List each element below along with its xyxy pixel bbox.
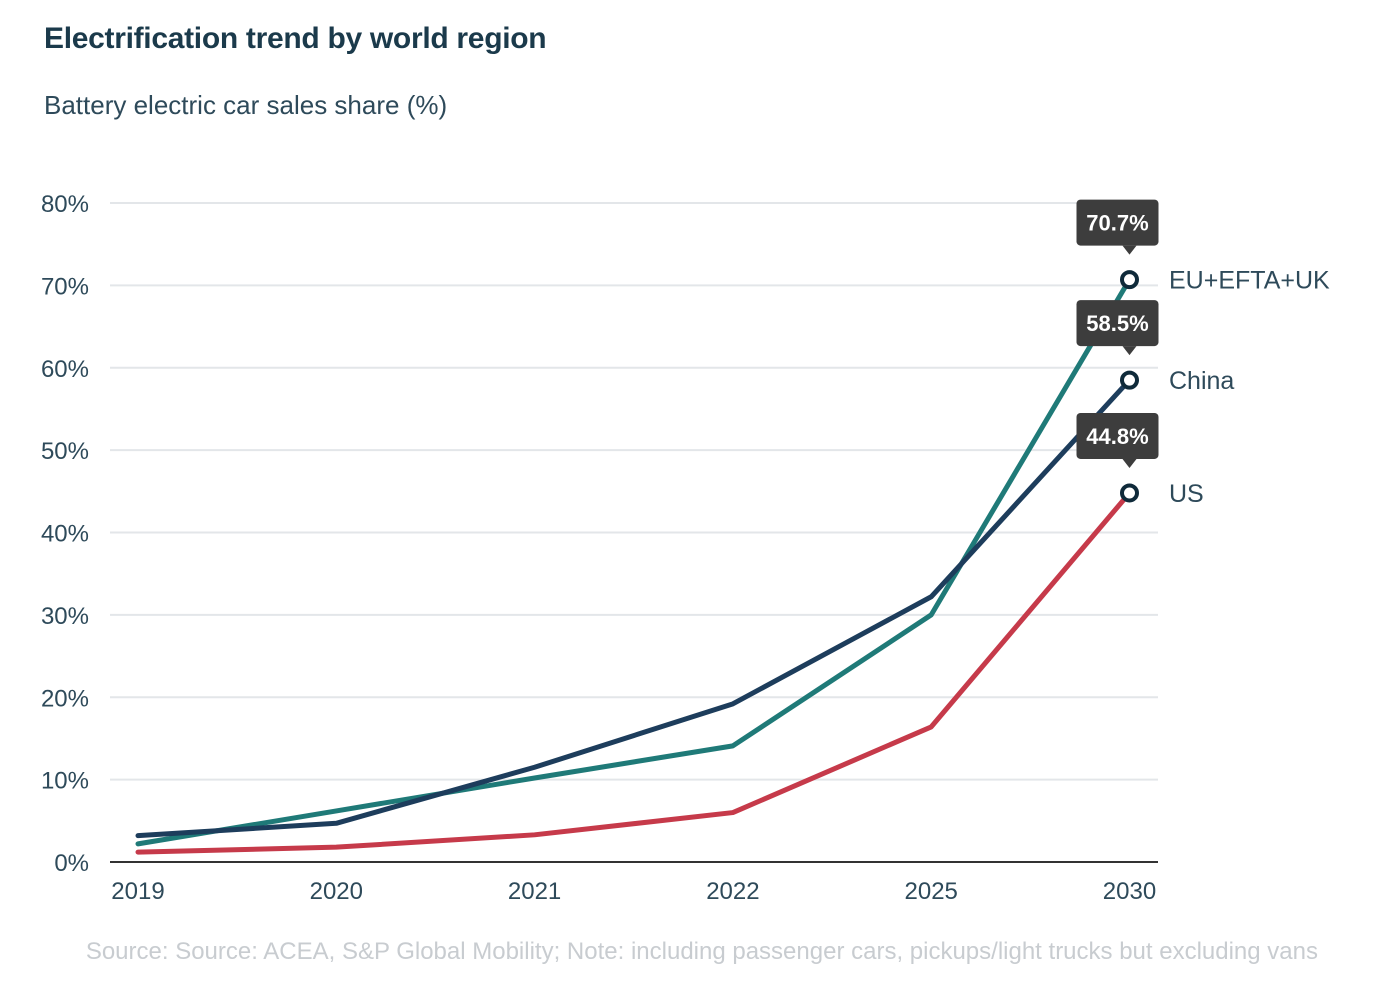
y-tick-label: 50% [41,438,89,465]
x-tick-label: 2025 [905,878,958,905]
value-callout-us [1076,412,1159,459]
x-tick-label: 2020 [310,878,363,905]
y-tick-label: 10% [41,768,89,795]
value-label-china: 58.5% [1086,311,1148,336]
end-markers: 44.8% US 70.7% EU+EFTA+UK 58.5% China [1076,199,1330,508]
series-line-eu-efta-uk [135,277,1132,847]
callout-pointer [1122,346,1137,356]
source-note: Source: Source: ACEA, S&P Global Mobilit… [85,938,1318,965]
chart-title: Electrification trend by world region [44,22,547,55]
series-line-us [135,490,1132,855]
series-lines [135,277,1132,855]
end-point-eu-efta-uk [1120,270,1139,290]
y-tick-label: 70% [41,273,89,300]
y-tick-label: 30% [41,603,89,630]
x-tick-label: 2030 [1103,878,1156,905]
value-callout-china [1076,300,1159,347]
y-tick-label: 60% [41,356,89,383]
end-point-china [1120,370,1139,390]
series-label-china: China [1169,367,1234,395]
x-tick-label: 2022 [706,878,759,905]
end-point-us [1120,483,1139,503]
series-label-us: US [1169,480,1204,508]
x-tick-label: 2019 [111,878,164,905]
callout-pointer [1122,245,1137,255]
y-axis: 0% 10% 20% 30% 40% 50% 60% 70% 80% [41,191,89,877]
y-tick-label: 0% [54,850,89,877]
chart-subtitle: Battery electric car sales share (%) [44,90,448,120]
series-label-eu-efta-uk: EU+EFTA+UK [1169,267,1330,295]
y-tick-label: 40% [41,521,89,548]
x-axis: 2019 2020 2021 2022 2025 2030 [110,861,1158,905]
y-tick-label: 20% [41,685,89,712]
value-label-eu-efta-uk: 70.7% [1086,211,1148,236]
x-tick-label: 2021 [508,878,561,905]
series-line-china [135,377,1132,839]
callout-pointer [1122,458,1137,468]
gridlines [110,202,1158,781]
y-tick-label: 80% [41,191,89,218]
value-callout-eu-efta-uk [1076,199,1159,246]
value-label-us: 44.8% [1086,424,1148,449]
